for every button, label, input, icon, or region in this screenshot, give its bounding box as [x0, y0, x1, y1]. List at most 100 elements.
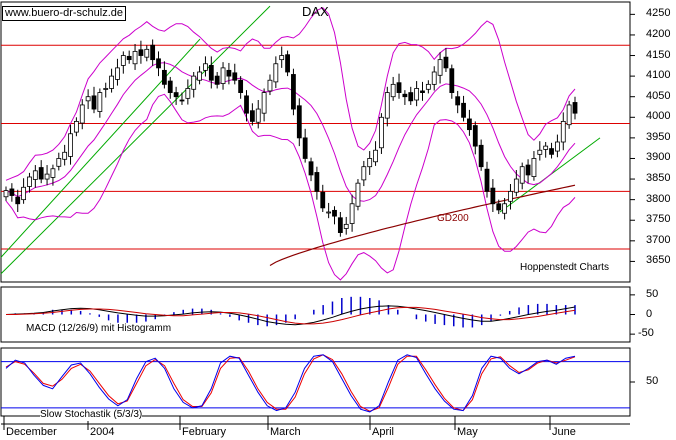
candle-body: [308, 161, 314, 176]
candle-body: [56, 158, 62, 167]
candle-body: [126, 55, 132, 61]
x-tick-label: 2004: [90, 426, 115, 438]
price-panel-frame: [0, 1, 631, 283]
gd200-label: GD200: [437, 213, 469, 224]
candle-body: [367, 158, 373, 168]
candle-body: [549, 148, 554, 155]
bollinger-lower-band: [5, 93, 576, 281]
x-tick-label: March: [270, 426, 301, 438]
candle-body: [285, 54, 290, 73]
trend-channel-line: [0, 5, 271, 275]
candle-body: [68, 133, 73, 157]
macd-y-tick-label: -50: [638, 327, 654, 340]
price-y-tick-label: 4150: [646, 48, 671, 61]
candle-body: [543, 145, 549, 150]
candle-body: [519, 166, 525, 184]
candle-body: [449, 68, 455, 93]
candle-body: [467, 118, 472, 131]
candle-body: [255, 108, 261, 123]
candle-body: [167, 80, 173, 93]
candle-body: [396, 82, 402, 93]
candle-body: [555, 141, 560, 152]
candle-body: [572, 102, 578, 114]
candle-body: [120, 55, 126, 66]
price-y-tick-label: 3800: [646, 192, 671, 205]
candle-body: [109, 75, 114, 89]
candle-body: [420, 90, 425, 93]
candle-body: [115, 67, 120, 80]
stochastic-k-line: [5, 354, 576, 413]
candle-body: [402, 93, 408, 98]
price-y-tick-label: 4200: [646, 27, 671, 40]
candle-body: [408, 92, 414, 102]
candle-body: [220, 67, 226, 84]
candle-body: [197, 71, 202, 81]
watermark: www.buero-dr-schulz.de: [2, 6, 126, 21]
candle-body: [226, 69, 232, 77]
candle-body: [73, 121, 79, 133]
x-tick-label: February: [182, 426, 227, 438]
candle-body: [379, 116, 384, 149]
candle-body: [97, 92, 103, 112]
candle-body: [44, 173, 50, 180]
candle-body: [455, 96, 461, 106]
candle-body: [191, 75, 197, 90]
price-y-tick-label: 3900: [646, 151, 671, 164]
candle-body: [173, 92, 179, 98]
macd-signal-line: [6, 306, 576, 325]
candle-body: [50, 168, 56, 178]
candle-body: [320, 191, 326, 209]
x-tick-label: December: [6, 426, 57, 438]
candle-body: [560, 121, 566, 143]
candle-body: [214, 75, 220, 85]
candle-body: [431, 71, 437, 85]
candle-body: [537, 149, 543, 155]
price-y-tick-label: 4250: [646, 7, 671, 20]
candle-body: [132, 51, 138, 65]
candle-body: [232, 72, 238, 81]
macd-y-tick-label: 50: [646, 287, 659, 300]
candle-body: [384, 92, 390, 119]
candle-body: [496, 203, 502, 211]
stochastic-d-line: [5, 354, 576, 412]
candle-body: [161, 69, 167, 85]
candle-body: [502, 203, 508, 214]
candle-body: [355, 182, 361, 207]
candle-body: [273, 63, 279, 83]
candle-body: [343, 223, 349, 229]
macd-y-tick-label: 0: [646, 307, 653, 320]
candle-body: [326, 211, 332, 214]
macd-line: [5, 305, 576, 326]
candle-body: [291, 74, 296, 110]
candle-body: [361, 166, 367, 181]
candle-body: [302, 137, 308, 159]
candle-body: [38, 167, 44, 180]
candle-body: [15, 196, 21, 205]
candle-body: [566, 104, 572, 126]
candle-body: [437, 59, 443, 76]
x-tick-label: April: [372, 426, 395, 438]
price-y-tick-label: 4100: [646, 69, 671, 82]
candle-body: [203, 63, 208, 71]
candle-body: [332, 209, 337, 217]
candle-body: [62, 151, 68, 160]
candle-body: [279, 55, 285, 61]
candle-body: [443, 56, 449, 69]
candle-body: [484, 168, 490, 192]
candle-body: [79, 104, 85, 124]
candle-body: [185, 88, 191, 99]
macd-label: MACD (12/26/9) mit Histogramm: [26, 323, 172, 335]
price-y-tick-label: 3650: [646, 254, 671, 267]
candle-body: [9, 188, 15, 196]
candle-body: [472, 125, 478, 147]
candle-body: [261, 92, 267, 114]
bollinger-middle-band: [5, 62, 576, 202]
candle-body: [490, 187, 496, 205]
candle-body: [390, 83, 396, 98]
candle-body: [478, 144, 484, 168]
candle-body: [513, 178, 519, 193]
stochastic-y-tick-label: 50: [646, 375, 659, 387]
chart-title: DAX: [302, 4, 329, 19]
price-y-tick-label: 4050: [646, 89, 671, 102]
